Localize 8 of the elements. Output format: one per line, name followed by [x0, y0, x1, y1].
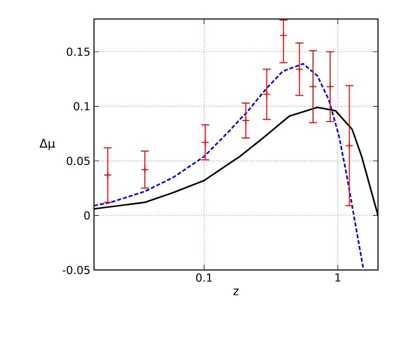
x-tick-label: 1	[335, 274, 340, 282]
y-tick-label: 0.1	[74, 102, 90, 110]
y-tick-label: 0	[84, 211, 90, 220]
y-tick-label: 0.15	[66, 48, 90, 56]
y-tick-label: 0.05	[66, 156, 90, 166]
y-tick-label: -0.05	[62, 266, 90, 274]
y-axis-title: Δμ	[40, 138, 55, 150]
x-axis-title: z	[233, 288, 239, 296]
